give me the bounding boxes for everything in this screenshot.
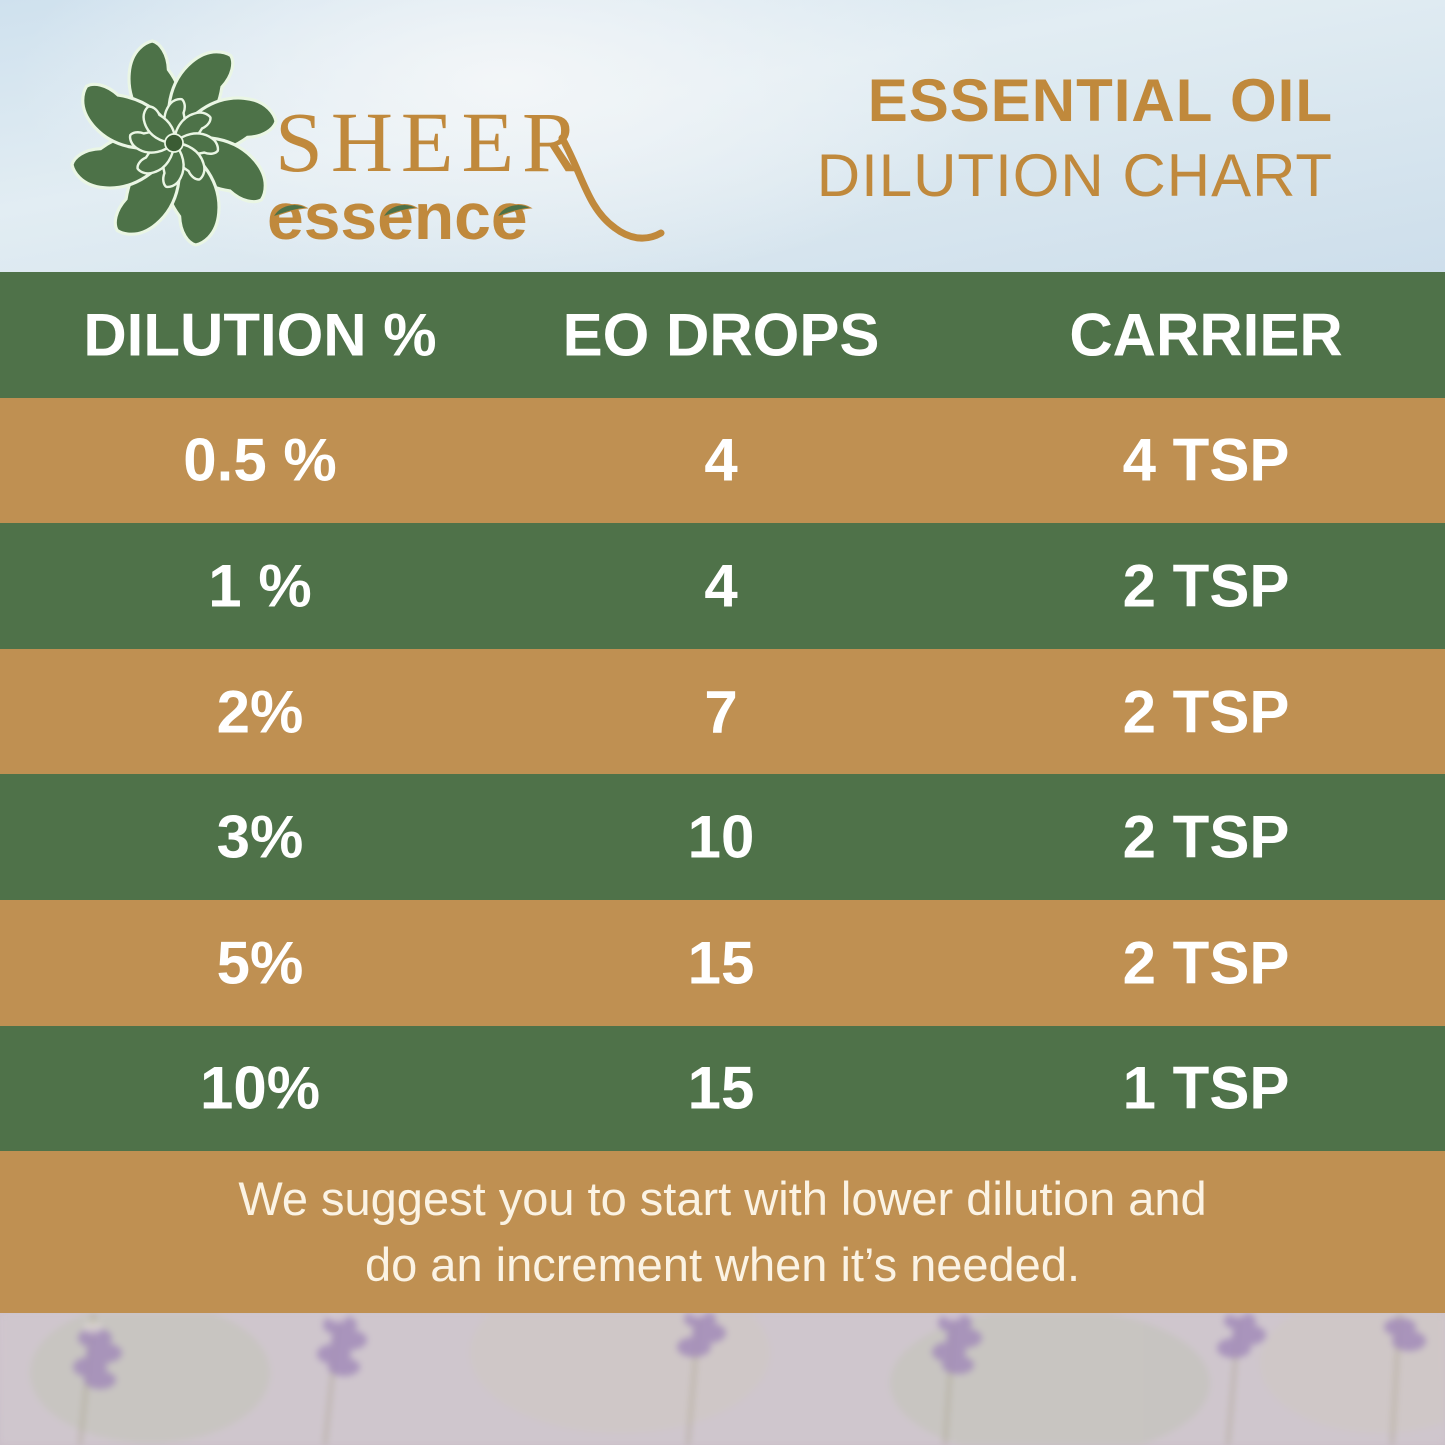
svg-text:SHEER: SHEER (275, 94, 587, 190)
svg-text:essence: essence (267, 179, 528, 253)
